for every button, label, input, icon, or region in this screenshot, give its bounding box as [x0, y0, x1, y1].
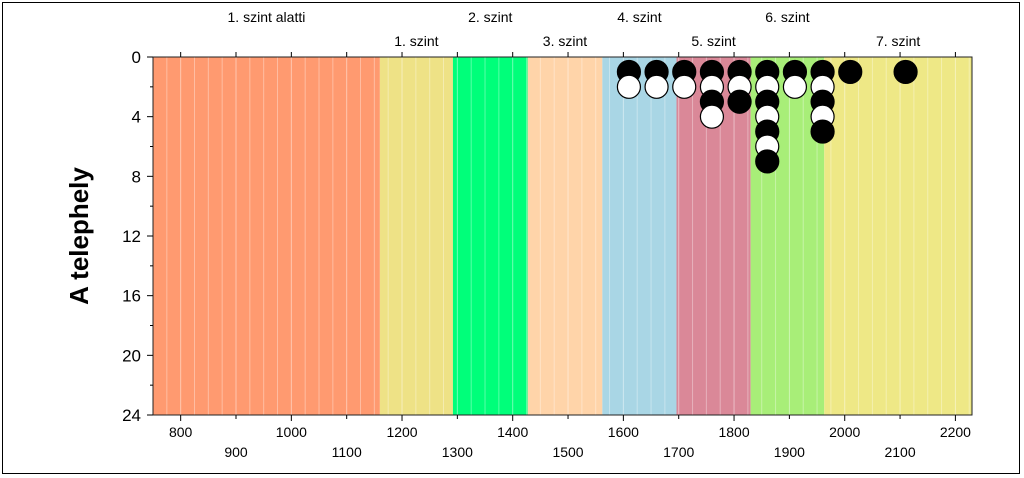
band-2	[379, 57, 453, 415]
x-tick-label: 1800	[718, 424, 749, 440]
y-tick-label: 16	[122, 287, 141, 306]
data-point	[727, 89, 752, 114]
x-tick-label: 2000	[829, 424, 860, 440]
x-tick-label: 800	[169, 424, 193, 440]
axes-layer: 0 4 8 12 16 20 24 800 1000 1200 1400 1600 1800 2000 22…	[122, 48, 973, 460]
x-tick-label: 900	[224, 444, 248, 460]
band-3	[452, 57, 528, 415]
x-tick-label: 1000	[276, 424, 307, 440]
band-5	[602, 57, 677, 415]
band-label: 4. szint	[617, 9, 661, 25]
data-point	[893, 59, 918, 85]
grid-layer	[166, 57, 970, 415]
x-tick-label: 2200	[940, 424, 971, 440]
y-tick-label: 12	[122, 227, 141, 246]
data-point	[699, 104, 725, 129]
data-point	[672, 74, 697, 99]
x-tick-label: 1200	[386, 424, 417, 440]
x-tick-label: 1400	[497, 424, 528, 440]
band-label: 7. szint	[876, 33, 920, 49]
y-tick-label: 24	[122, 406, 141, 425]
band-label: 1. szint alatti	[228, 9, 306, 25]
x-tick-label: 1900	[774, 444, 805, 460]
band-1	[153, 57, 380, 415]
band-label: 2. szint	[468, 9, 512, 25]
data-point	[616, 74, 642, 99]
band-label: 5. szint	[691, 33, 735, 49]
y-tick-label: 0	[132, 48, 141, 67]
x-tick-label: 1500	[552, 444, 583, 460]
data-point	[644, 74, 669, 99]
x-tick-label: 2100	[884, 444, 915, 460]
data-point	[782, 74, 808, 99]
points-layer	[616, 59, 918, 174]
x-tick-label: 1300	[442, 444, 473, 460]
y-tick-label: 20	[122, 346, 141, 365]
y-axis-label: A telephely	[64, 167, 94, 305]
band-8	[824, 57, 972, 415]
y-tick-label: 8	[132, 167, 141, 186]
x-tick-label: 1100	[332, 444, 362, 460]
x-tick-label: 1700	[663, 444, 694, 460]
x-tick-label: 1600	[608, 424, 639, 440]
label-layer: 1. szint alatti 1. szint 2. szint 3. szint 4…	[228, 9, 921, 49]
band-label: 1. szint	[394, 33, 438, 49]
band-layer	[153, 57, 972, 415]
band-4	[527, 57, 603, 415]
data-point	[810, 119, 835, 144]
data-point	[838, 59, 863, 85]
data-point	[755, 149, 780, 174]
band-label: 6. szint	[765, 9, 809, 25]
y-tick-label: 4	[132, 108, 141, 127]
band-label: 3. szint	[543, 33, 587, 49]
